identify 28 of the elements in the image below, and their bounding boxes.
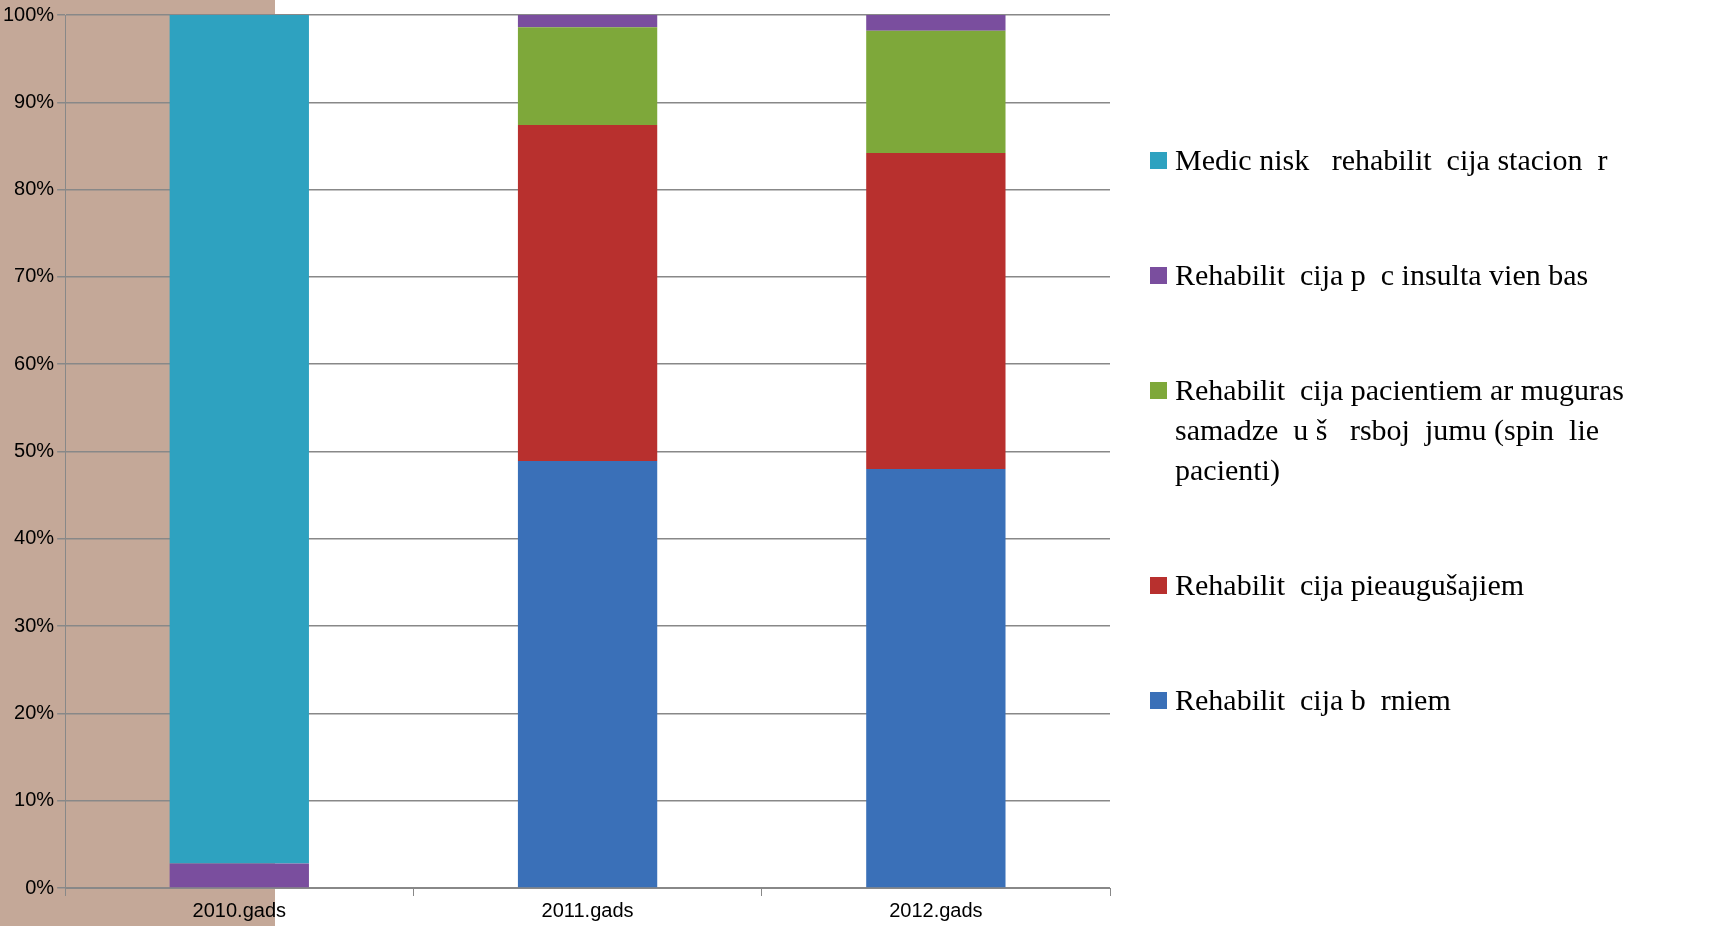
bar	[866, 152, 1006, 469]
y-tick-label: 10%	[14, 788, 55, 811]
legend-label: Rehabilit cija p c insulta vien bas	[1175, 257, 1589, 293]
bar	[866, 468, 1006, 888]
legend-label: Medic nisk rehabilit cija stacion r	[1175, 142, 1608, 178]
y-tick-label: 20%	[14, 700, 55, 723]
bar	[517, 125, 658, 462]
x-tick-label: 2011.gads	[541, 898, 634, 921]
y-tick-label: 80%	[14, 177, 55, 200]
y-tick-label: 50%	[14, 439, 55, 462]
bar	[517, 461, 658, 888]
y-tick-label: 100%	[3, 2, 55, 25]
y-tick-label: 60%	[14, 351, 55, 374]
y-tick-label: 70%	[14, 264, 55, 287]
bar	[517, 15, 658, 28]
y-tick-label: 0%	[25, 875, 55, 898]
legend-label: Rehabilit cija pacientiem ar muguras samadze u š rsboj jumu (spin lie pacienti)	[1175, 372, 1625, 488]
y-tick-label: 90%	[14, 89, 55, 112]
x-tick-label: 2010.gads	[192, 898, 286, 921]
bar	[169, 863, 309, 888]
legend-label: Rehabilit cija b rniem	[1175, 682, 1451, 718]
y-tick-label: 30%	[14, 613, 55, 636]
bar	[517, 27, 658, 125]
y-tick-label: 40%	[14, 526, 55, 549]
bar	[866, 30, 1006, 153]
legend-label: Rehabilit cija pieaugušajiem	[1175, 567, 1525, 603]
bar	[866, 15, 1006, 31]
x-tick-label: 2012.gads	[889, 898, 983, 921]
